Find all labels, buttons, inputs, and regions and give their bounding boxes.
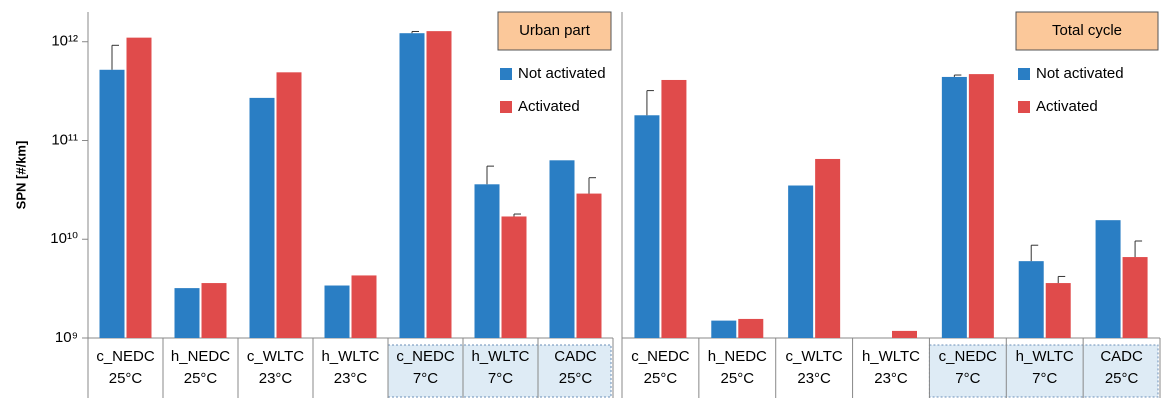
legend-swatch [500, 68, 512, 80]
x-tick-label: c_WLTC [247, 348, 304, 365]
x-tick-label: c_NEDC [396, 348, 455, 365]
x-tick-label: 7°C [413, 370, 438, 387]
bar [351, 275, 377, 338]
bar [1018, 261, 1044, 338]
legend-label: Activated [1036, 98, 1098, 115]
x-tick-label: CADC [554, 348, 597, 365]
x-tick-label: 7°C [488, 370, 513, 387]
x-tick-label: c_WLTC [786, 348, 843, 365]
bar [249, 97, 275, 338]
y-tick-label: 10⁹ [55, 329, 78, 346]
x-tick-label: 23°C [259, 370, 293, 387]
x-tick-label: c_NEDC [939, 348, 998, 365]
bar [99, 69, 125, 338]
y-tick-label: 10¹² [51, 33, 78, 50]
highlight-box [928, 344, 1159, 398]
x-tick-label: h_NEDC [171, 348, 230, 365]
bar [1122, 257, 1148, 338]
x-tick-label: c_NEDC [631, 348, 690, 365]
x-tick-label: 7°C [1032, 370, 1057, 387]
x-tick-label: h_WLTC [471, 348, 529, 365]
x-tick-label: h_NEDC [708, 348, 767, 365]
bar [399, 33, 425, 338]
bar [474, 184, 500, 338]
bar [501, 216, 527, 338]
legend-label: Not activated [518, 65, 606, 82]
bar [815, 158, 841, 338]
bar [941, 76, 967, 338]
legend-title-box [497, 11, 612, 51]
x-tick-label: h_WLTC [321, 348, 379, 365]
x-tick-label: 25°C [184, 370, 218, 387]
x-tick-label: 23°C [874, 370, 908, 387]
bar [661, 79, 687, 338]
y-tick-label: 10¹⁰ [50, 230, 78, 247]
x-tick-label: h_WLTC [862, 348, 920, 365]
x-tick-label: 25°C [559, 370, 593, 387]
highlight-box [387, 344, 612, 398]
bar [426, 31, 452, 339]
legend-title-box [1015, 11, 1159, 51]
x-tick-label: c_NEDC [96, 348, 155, 365]
bar [968, 74, 994, 339]
x-tick-label: CADC [1100, 348, 1143, 365]
bar [788, 185, 814, 338]
legend-label: Activated [518, 98, 580, 115]
x-tick-label: 25°C [109, 370, 143, 387]
bar [576, 193, 602, 338]
x-tick-label: 25°C [721, 370, 755, 387]
bar [711, 320, 737, 338]
bar [738, 318, 764, 338]
x-tick-label: 25°C [1105, 370, 1139, 387]
x-tick-label: h_WLTC [1016, 348, 1074, 365]
legend-label: Not activated [1036, 65, 1124, 82]
x-tick-label: 23°C [334, 370, 368, 387]
x-tick-label: 23°C [797, 370, 831, 387]
bar [892, 330, 917, 338]
y-tick-label: 10¹¹ [51, 131, 78, 148]
legend-title: Urban part [519, 22, 591, 39]
bar [549, 160, 575, 338]
legend-swatch [1018, 101, 1030, 113]
bar [324, 285, 350, 338]
bar [174, 288, 200, 338]
bar [1095, 220, 1121, 338]
bar [276, 72, 302, 338]
bar [126, 37, 152, 338]
legend-swatch [500, 101, 512, 113]
legend-swatch [1018, 68, 1030, 80]
legend-title: Total cycle [1052, 22, 1122, 39]
bar [1045, 283, 1071, 338]
bar [634, 115, 660, 338]
y-axis-label: SPN [#/km] [13, 141, 28, 210]
bar [201, 283, 227, 338]
x-tick-label: 7°C [955, 370, 980, 387]
x-tick-label: 25°C [644, 370, 678, 387]
